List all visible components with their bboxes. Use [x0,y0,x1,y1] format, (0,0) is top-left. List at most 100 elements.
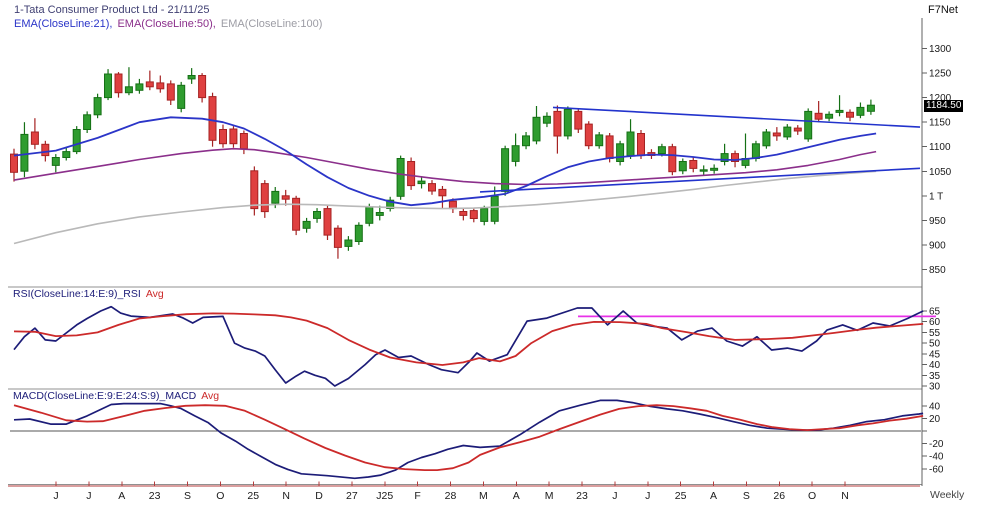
candle-body [177,84,186,109]
candle-body [856,106,865,116]
candle-body [156,82,165,90]
candle-body [511,145,520,162]
candle-body [51,157,60,166]
candle-body [187,75,196,80]
x-label: N [841,490,849,502]
candle-body [114,73,123,94]
trendline-1[interactable] [552,106,921,128]
x-label: D [315,490,323,502]
candle-body [657,146,666,155]
candle-body [804,110,813,140]
macd-avg-legend-label: Avg [201,390,220,402]
ema-legend: EMA(CloseLine:21), EMA(CloseLine:50), EMA(… [14,18,322,30]
x-label: M [545,490,554,502]
candle-body [417,180,426,185]
candle-body [292,197,301,231]
candle-body [271,190,280,204]
price-tick-1250-label: 1250 [929,69,952,80]
candle-body [333,227,342,248]
candle-body [166,83,175,101]
candle-body [313,211,321,219]
candle-body [699,169,708,172]
x-label: O [216,490,224,502]
candle-body [83,114,92,131]
candle-body [198,75,207,99]
candle-body [396,158,405,197]
candle-body [710,167,719,171]
candle-body [595,134,604,147]
x-label: O [808,490,816,502]
candle-body [637,133,645,157]
price-tick-850-label: 850 [929,265,946,276]
macd-tick--40-label: -40 [929,452,944,463]
candle-body [323,208,332,236]
candle-body [208,96,217,141]
candle-body [250,170,259,210]
price-tick-1300-label: 1300 [929,44,952,55]
x-label: 23 [576,490,588,502]
rsi-tick-65-label: 65 [929,307,941,318]
trendline-2[interactable] [479,167,921,193]
candle-body [239,133,248,150]
ema21-line [13,116,877,207]
price-tick-1200-label: 1200 [929,93,952,104]
macd-legend: MACD(CloseLine:E:9:E:24:S:9)_MACD Avg [13,390,219,402]
candle-body [260,183,269,213]
rsi-avg-line [13,312,924,366]
candle-body [375,212,384,216]
candle-body [772,132,781,137]
x-label: F [414,490,420,502]
x-label: A [513,490,520,502]
rsi-tick-50-label: 50 [929,339,941,350]
candle-body [668,146,677,173]
macd-avg-line [13,404,924,472]
last-price-tag: 1184.50 [924,100,964,112]
candle-body [30,131,39,145]
candle-body [751,143,760,160]
rsi-tick-30-label: 30 [929,382,941,393]
rsi-tick-55-label: 55 [929,328,941,339]
candle-body [563,108,572,137]
x-label: 25 [675,490,687,502]
candle-body [365,206,374,224]
x-label: 28 [445,490,457,502]
macd-tick--20-label: -20 [929,439,944,450]
candle-body [626,131,635,157]
candle-body [490,195,499,222]
candle-body [825,113,834,119]
timeframe-label: Weekly [930,489,965,501]
candle-body [407,161,416,187]
candle-body [10,153,18,173]
candle-body [469,210,478,220]
candle-body [689,160,698,169]
rsi-tick-45-label: 45 [929,349,941,360]
candle-body [145,81,154,88]
candles-group[interactable] [10,67,875,259]
candle-body [281,195,290,200]
candle-body [20,133,29,172]
x-label: J [645,490,650,502]
candle-body [553,110,562,137]
x-label: M [479,490,488,502]
candle-body [574,110,583,130]
ema50-line [13,147,877,186]
chart-title: 1-Tata Consumer Product Ltd - 21/11/25 [14,4,210,16]
candle-body [542,115,551,124]
candle-body [480,208,489,222]
candle-body [354,224,363,243]
candle-body [835,109,844,113]
candle-body [783,126,792,138]
x-label: 26 [773,490,785,502]
x-label: A [710,490,717,502]
candle-body [386,199,395,209]
price-tick-1150-label: 1150 [929,118,951,129]
ema50-legend-label: EMA(CloseLine:50), [117,18,216,30]
macd-tick-40-label: 40 [929,401,941,412]
x-label: S [743,490,750,502]
macd-line [13,399,924,480]
candle-body [616,143,625,163]
ema21-legend-label: EMA(CloseLine:21), [14,18,113,30]
candle-body [678,161,687,172]
